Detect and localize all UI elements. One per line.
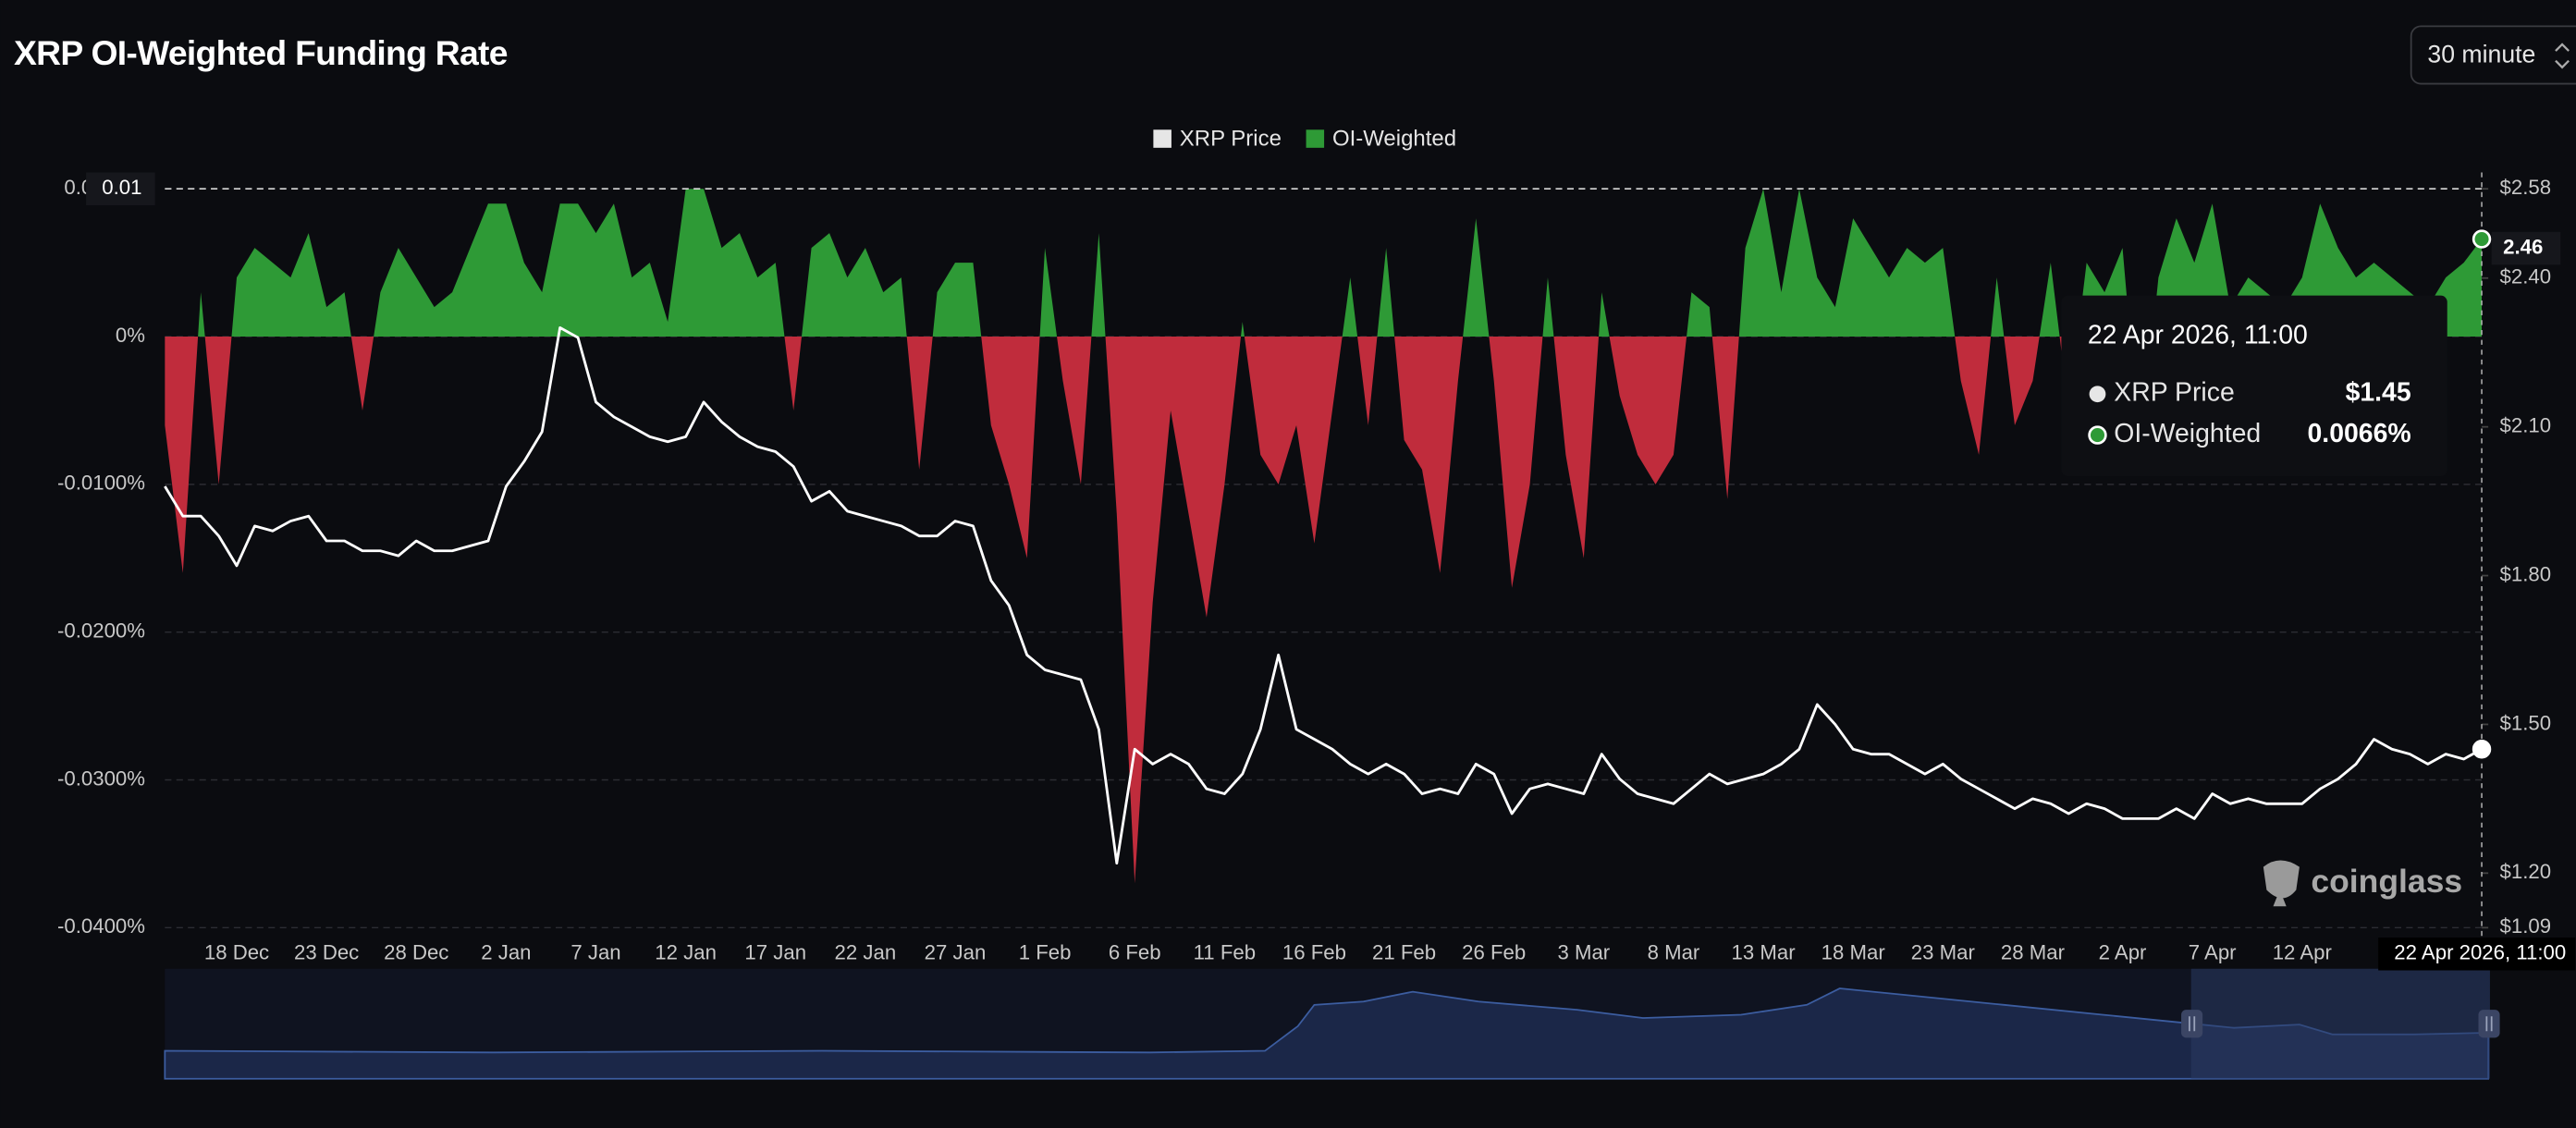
x-tick-label: 12 Apr: [2273, 941, 2333, 964]
tooltip-series-name: OI-Weighted: [2114, 419, 2261, 448]
x-tick-label: 17 Jan: [744, 941, 806, 964]
x-tick-label: 12 Jan: [655, 941, 717, 964]
x-tick-label: 23 Mar: [1911, 941, 1976, 964]
tooltip-swatch: [2089, 386, 2106, 403]
x-tick-label: 18 Dec: [204, 941, 269, 964]
select-label[interactable]: 30 minute: [2427, 40, 2535, 67]
x-tick-label: 8 Mar: [1648, 941, 1700, 964]
chart-title: XRP OI-Weighted Funding Rate: [14, 33, 508, 72]
price-line: [164, 325, 2483, 865]
y2-tick-label: $2.10: [2500, 414, 2552, 437]
y2-tick-label: $2.58: [2500, 176, 2552, 199]
tooltip: 22 Apr 2026, 11:00 XRP Price $1.45 OI-Weigh…: [2061, 295, 2447, 476]
x-tick-label: 22 Jan: [835, 941, 897, 964]
tooltip-title: 22 Apr 2026, 11:00: [2088, 321, 2308, 350]
crosshair-y2-box: [2491, 231, 2561, 265]
x-tick-label: 2 Apr: [2099, 941, 2147, 964]
y-tick-label: -0.0300%: [57, 766, 145, 790]
x-tick-label: 27 Jan: [925, 941, 987, 964]
y-tick-label: 0%: [116, 324, 145, 347]
watermark-icon: [2263, 860, 2300, 907]
x-tick-label: 23 Dec: [294, 941, 359, 964]
x-tick-label: 6 Feb: [1109, 941, 1161, 964]
y2-tick-label: $1.80: [2500, 562, 2552, 585]
tooltip-box: [2061, 295, 2447, 476]
tooltip-value: $1.45: [2346, 378, 2411, 408]
x-tick-label: 2 Jan: [481, 941, 531, 964]
y-tick-label: -0.0200%: [57, 619, 145, 643]
select-box[interactable]: [2410, 25, 2576, 85]
legend-swatch[interactable]: [1306, 129, 1325, 148]
tooltip-swatch: [2088, 425, 2107, 445]
y2-tick-label: $1.09: [2500, 914, 2552, 938]
navigator-handle[interactable]: [2181, 1010, 2203, 1038]
x-tick-label: 28 Mar: [2001, 941, 2066, 964]
watermark: coinglass: [2263, 860, 2462, 907]
legend-label[interactable]: OI-Weighted: [1332, 126, 1456, 151]
navigator-handle[interactable]: [2478, 1010, 2500, 1038]
select-arrows: [2555, 43, 2570, 69]
crosshair-y-box: [86, 172, 155, 205]
funding-area: [165, 189, 2483, 884]
x-tick-label: 3 Mar: [1557, 941, 1610, 964]
x-tick-label: 7 Apr: [2189, 941, 2237, 964]
legend-label[interactable]: XRP Price: [1180, 126, 1282, 151]
crosshair-x-label: 22 Apr 2026, 11:00: [2394, 941, 2566, 964]
handle-grips: [2189, 1016, 2493, 1032]
navigator: [164, 968, 2500, 1080]
legend-swatch[interactable]: [1153, 129, 1171, 148]
x-tick-label: 16 Feb: [1282, 941, 1346, 964]
x-tick-label: 13 Mar: [1732, 941, 1797, 964]
x-tick-label: 18 Mar: [1822, 941, 1886, 964]
y2-tick-label: $2.40: [2500, 265, 2552, 288]
x-tick-label: 26 Feb: [1462, 941, 1526, 964]
x-tick-label: 1 Feb: [1019, 941, 1072, 964]
crosshair-x-box: [2378, 938, 2576, 971]
point-marker: [2472, 229, 2492, 249]
interval-select[interactable]: 30 minute: [2410, 25, 2576, 85]
x-tick-label: 21 Feb: [1372, 941, 1436, 964]
y-tick-label: -0.0400%: [57, 914, 145, 938]
y2-tick-label: $1.50: [2500, 711, 2552, 734]
crosshair-y-label: 0.01: [102, 176, 141, 199]
point-marker: [2472, 740, 2492, 759]
y2-tick-label: $1.20: [2500, 860, 2552, 883]
x-tick-label: 7 Jan: [570, 941, 620, 964]
tooltip-series-name: XRP Price: [2114, 378, 2235, 408]
navigator-window[interactable]: [2190, 968, 2490, 1079]
tooltip-value: 0.0066%: [2308, 419, 2411, 448]
x-tick-label: 11 Feb: [1194, 941, 1256, 964]
crosshair-y2-label: 2.46: [2503, 235, 2543, 258]
watermark-text: coinglass: [2311, 863, 2462, 900]
y-tick-label: -0.0100%: [57, 472, 145, 495]
x-tick-label: 28 Dec: [384, 941, 448, 964]
